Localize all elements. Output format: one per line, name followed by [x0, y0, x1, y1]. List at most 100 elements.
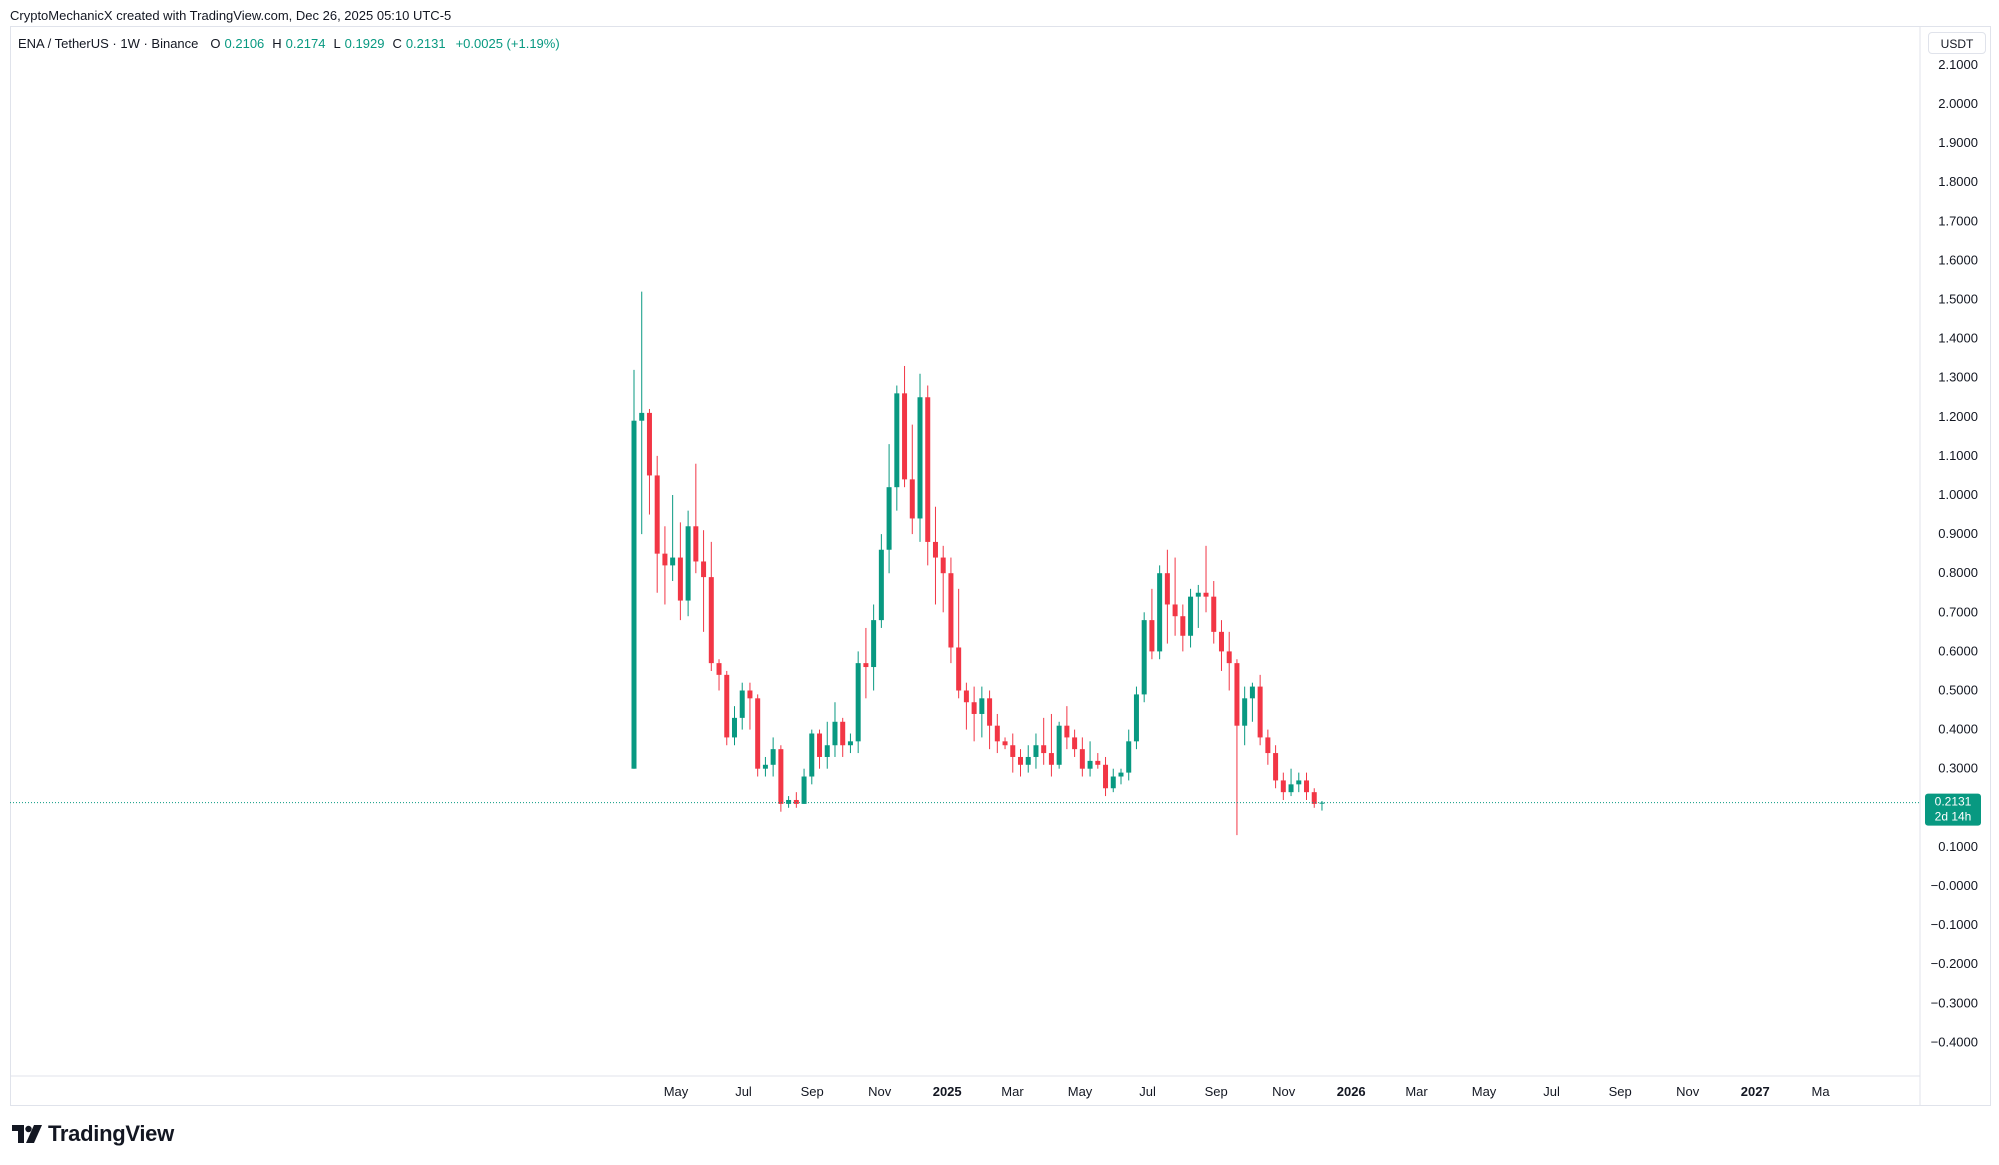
candle[interactable]: [778, 745, 784, 812]
candle[interactable]: [824, 721, 830, 769]
candle[interactable]: [724, 670, 730, 746]
candle[interactable]: [956, 588, 962, 699]
candle[interactable]: [755, 694, 761, 777]
candle[interactable]: [1087, 741, 1093, 777]
candle[interactable]: [1072, 729, 1078, 757]
candle[interactable]: [948, 557, 954, 664]
candle[interactable]: [1311, 788, 1317, 808]
candle[interactable]: [971, 686, 977, 742]
candle[interactable]: [631, 369, 637, 769]
candle[interactable]: [1265, 729, 1271, 765]
candle[interactable]: [1010, 733, 1016, 773]
candle[interactable]: [902, 365, 908, 488]
candle[interactable]: [1242, 686, 1248, 746]
candle[interactable]: [708, 541, 714, 671]
candle[interactable]: [747, 682, 753, 730]
candle[interactable]: [832, 702, 838, 757]
candle[interactable]: [1280, 772, 1286, 800]
candle[interactable]: [1164, 549, 1170, 644]
candle[interactable]: [886, 444, 892, 574]
time-tick-label: Nov: [868, 1084, 892, 1099]
candle[interactable]: [1118, 768, 1124, 785]
candle[interactable]: [1048, 713, 1054, 777]
candle[interactable]: [1218, 620, 1224, 671]
candle[interactable]: [762, 756, 768, 777]
candle[interactable]: [1234, 659, 1240, 836]
currency-button[interactable]: USDT: [1928, 32, 1986, 54]
candle[interactable]: [639, 291, 645, 535]
candle-body: [1079, 749, 1085, 769]
candle[interactable]: [1133, 686, 1139, 750]
candle[interactable]: [1172, 557, 1178, 636]
candle[interactable]: [1226, 631, 1232, 691]
candle[interactable]: [871, 604, 877, 691]
candle[interactable]: [863, 627, 869, 699]
candle[interactable]: [1188, 588, 1194, 648]
candle[interactable]: [940, 545, 946, 613]
tradingview-logo[interactable]: TradingView: [12, 1121, 174, 1147]
candle[interactable]: [917, 373, 923, 542]
candle[interactable]: [1141, 612, 1147, 703]
candle[interactable]: [786, 796, 792, 808]
candle[interactable]: [701, 530, 707, 632]
candle[interactable]: [685, 510, 691, 617]
candle[interactable]: [1056, 721, 1062, 769]
candle[interactable]: [801, 768, 807, 804]
candle[interactable]: [994, 713, 1000, 754]
candle-body: [824, 745, 830, 757]
candle[interactable]: [1157, 565, 1163, 660]
candle[interactable]: [1203, 545, 1209, 613]
candle[interactable]: [847, 733, 853, 754]
candle[interactable]: [1033, 733, 1039, 769]
candle[interactable]: [1257, 674, 1263, 746]
candle[interactable]: [739, 682, 745, 730]
candle[interactable]: [1195, 584, 1201, 628]
candle[interactable]: [840, 717, 846, 757]
candle[interactable]: [817, 729, 823, 769]
candle[interactable]: [670, 495, 676, 582]
candle[interactable]: [1288, 768, 1294, 797]
candle[interactable]: [878, 534, 884, 628]
candle[interactable]: [925, 385, 931, 566]
candle[interactable]: [979, 686, 985, 738]
candle[interactable]: [1249, 682, 1255, 722]
candle[interactable]: [1095, 753, 1101, 769]
candle[interactable]: [793, 792, 799, 808]
candle-body: [1110, 776, 1116, 789]
candle[interactable]: [855, 651, 861, 754]
candle[interactable]: [1041, 717, 1047, 765]
candle[interactable]: [1211, 581, 1217, 644]
candle[interactable]: [731, 706, 737, 746]
candle[interactable]: [894, 385, 900, 511]
candle[interactable]: [987, 690, 993, 750]
candle[interactable]: [909, 424, 915, 535]
candle[interactable]: [932, 506, 938, 605]
candle[interactable]: [1304, 772, 1310, 800]
candle[interactable]: [654, 455, 660, 593]
candle[interactable]: [1002, 737, 1008, 750]
candle[interactable]: [1110, 768, 1116, 793]
candle[interactable]: [693, 463, 699, 574]
candle[interactable]: [809, 729, 815, 785]
candle[interactable]: [1149, 588, 1155, 660]
candle-body: [902, 393, 908, 480]
candle[interactable]: [1064, 706, 1070, 750]
price-tick-label: 1.6000: [1938, 252, 1978, 267]
candle[interactable]: [1079, 737, 1085, 777]
candle-body: [832, 721, 838, 746]
candle[interactable]: [662, 526, 668, 605]
candle[interactable]: [1025, 745, 1031, 773]
candle[interactable]: [716, 659, 722, 691]
candle[interactable]: [1126, 729, 1132, 781]
symbol-label[interactable]: ENA / TetherUS · 1W · Binance: [18, 36, 199, 51]
candle[interactable]: [677, 522, 683, 621]
candle[interactable]: [646, 408, 652, 515]
candle[interactable]: [1018, 749, 1023, 777]
candle[interactable]: [1296, 772, 1302, 793]
candle[interactable]: [770, 737, 776, 777]
candle[interactable]: [1103, 756, 1109, 797]
candle[interactable]: [963, 682, 969, 730]
candle[interactable]: [1180, 604, 1186, 652]
candle[interactable]: [1273, 745, 1279, 789]
